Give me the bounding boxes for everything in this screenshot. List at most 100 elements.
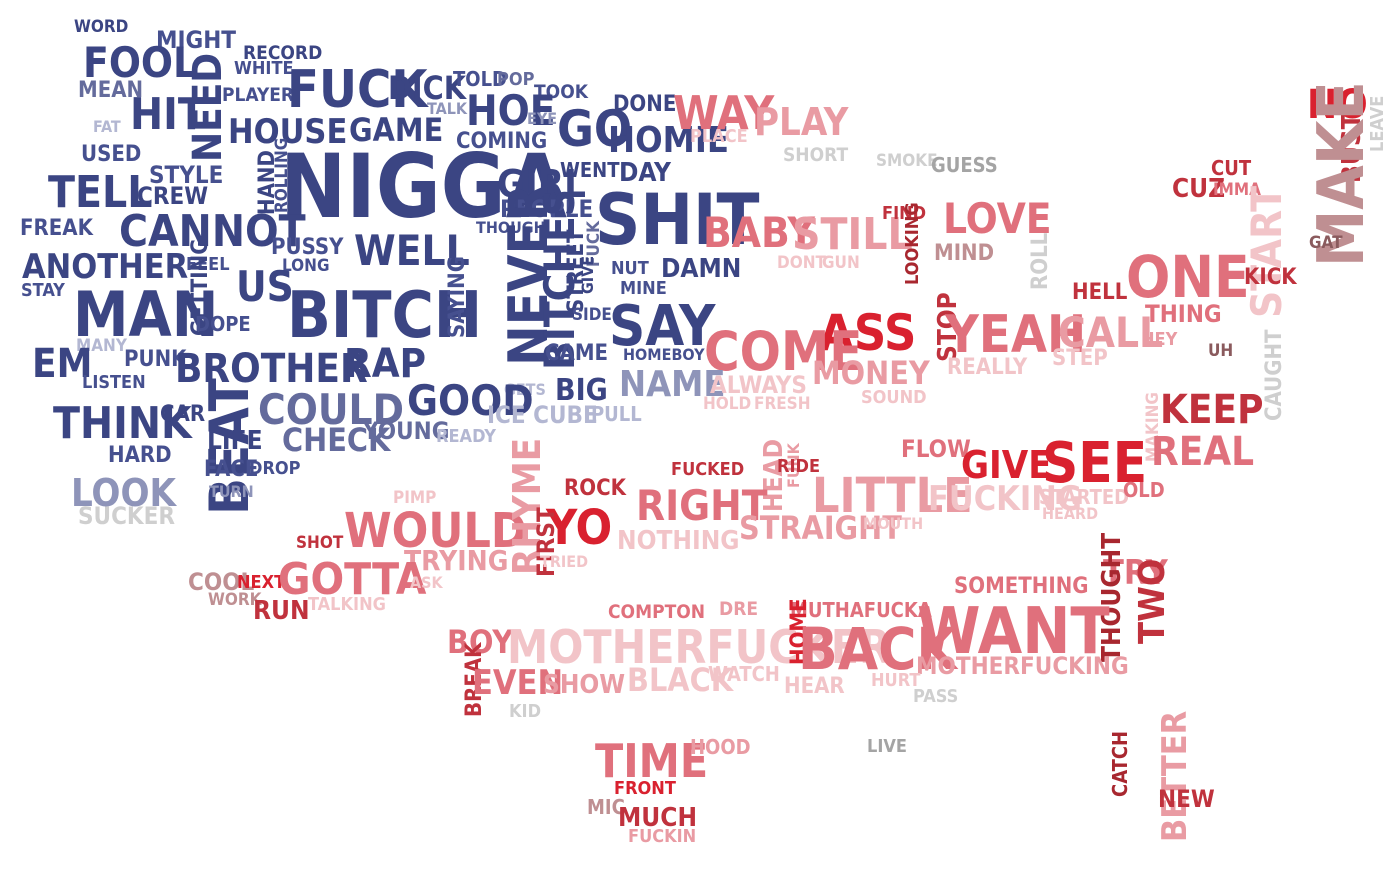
cloud-word-new: NEW [1158, 785, 1215, 813]
cloud-word-game: GAME [349, 111, 444, 149]
cloud-word-hear: HEAR [784, 674, 845, 699]
cloud-word-gets: GETS [504, 380, 546, 399]
cloud-word-always: ALWAYS [710, 371, 807, 399]
cloud-word-kick: KICK [1244, 265, 1297, 290]
cloud-word-another: ANOTHER [22, 247, 189, 287]
cloud-word-coming: COMING [456, 129, 548, 154]
cloud-word-took: TOOK [534, 81, 588, 103]
cloud-word-back: BACK [798, 615, 957, 683]
cloud-word-fuck: FUCK [287, 60, 428, 120]
cloud-word-man: MAN [73, 278, 219, 351]
cloud-word-still: STILL [792, 209, 913, 260]
cloud-word-used: USED [81, 142, 142, 167]
cloud-word-say: SAY [609, 294, 716, 359]
cloud-word-think: THINK [53, 398, 192, 449]
cloud-word-sucker: SUCKER [78, 502, 176, 530]
cloud-word-well: WELL [354, 226, 470, 275]
cloud-word-short: SHORT [783, 144, 849, 166]
cloud-word-homie: HOMIE [608, 120, 730, 161]
cloud-word-ice-cube: ICE CUBE [487, 401, 598, 429]
cloud-word-run: RUN [253, 596, 310, 626]
cloud-word-turn: TURN [209, 482, 254, 501]
cloud-word-saying: SAYING [445, 256, 470, 338]
cloud-word-pull: PULL [591, 402, 642, 426]
cloud-word-call: CALL [1058, 308, 1164, 357]
cloud-word-really: REALLY [947, 355, 1028, 380]
cloud-word-show: SHOW [543, 670, 626, 700]
cloud-word-imma: IMMA [1213, 180, 1261, 200]
cloud-word-hurt: HURT [871, 670, 921, 691]
cloud-word-live: LIVE [867, 736, 907, 757]
cloud-word-dope: DOPE [195, 312, 251, 336]
cloud-word-young: YOUNG [363, 417, 450, 445]
cloud-word-crew: CREW [137, 182, 209, 210]
cloud-word-try: TRY [1103, 553, 1168, 593]
cloud-word-much: MUCH [618, 803, 698, 833]
cloud-word-pop: POP [497, 69, 535, 90]
cloud-word-pass: PASS [913, 686, 959, 707]
cloud-word-cool: COOL [188, 568, 255, 596]
cloud-word-mouth: MOUTH [863, 514, 924, 533]
cloud-word-little: LITTLE [812, 468, 973, 524]
cloud-word-next: NEXT [237, 572, 286, 593]
cloud-word-fucking: FUCKING [928, 479, 1082, 519]
cloud-word-old: OLD [1123, 478, 1165, 502]
cloud-word-eye: EYE [527, 109, 558, 128]
cloud-word-em: EM [32, 341, 93, 387]
cloud-word-come: COME [704, 320, 863, 383]
cloud-word-kid: KID [509, 701, 542, 722]
cloud-word-gun: GUN [822, 253, 860, 273]
cloud-word-yeah: YEAH [945, 305, 1087, 365]
cloud-word-looking: LOOKING [902, 202, 923, 285]
cloud-word-heard: HEARD [1042, 504, 1099, 523]
cloud-word-would: WOULD [344, 503, 527, 559]
cloud-word-straight: STRAIGHT [739, 509, 902, 547]
cloud-word-mean: MEAN [78, 78, 144, 103]
cloud-word-talk: TALK [427, 99, 468, 118]
cloud-word-right: RIGHT [636, 481, 768, 530]
cloud-word-hey: HEY [1141, 329, 1178, 350]
cloud-word-player: PLAYER [222, 84, 295, 106]
cloud-word-see: SEE [1042, 431, 1148, 496]
cloud-word-work: WORK [208, 590, 262, 610]
cloud-word-ass: ASS [819, 304, 917, 362]
cloud-word-find: FIND [882, 203, 927, 224]
cloud-word-gat: GAT [1309, 233, 1343, 253]
cloud-word-cuz: CUZ [1172, 174, 1226, 204]
cloud-word-nigga: NIGGA [280, 135, 567, 238]
cloud-word-told: TOLD [453, 67, 507, 91]
cloud-word-look: LOOK [71, 471, 177, 515]
cloud-word-fool: FOOL [83, 38, 198, 87]
cloud-word-roll: ROLL [1028, 232, 1053, 290]
cloud-word-uh: UH [1208, 341, 1234, 361]
cloud-word-freak: FREAK [20, 216, 93, 241]
cloud-word-compton: COMPTON [608, 601, 706, 623]
cloud-word-day: DAY [619, 158, 671, 188]
cloud-word-feel: FEEL [186, 254, 230, 275]
cloud-word-might: MIGHT [156, 26, 237, 54]
cloud-word-punk: PUNK [124, 347, 187, 372]
cloud-word-talking: TALKING [308, 594, 386, 615]
cloud-word-life: LIFE [207, 426, 263, 456]
cloud-word-ask: ASK [410, 573, 443, 592]
cloud-word-girl: GIRL [497, 162, 586, 206]
cloud-word-one: ONE [1126, 243, 1250, 311]
cloud-word-watch: WATCH [708, 662, 780, 686]
cloud-word-came: CAME [545, 341, 609, 366]
cloud-word-rap: RAP [344, 341, 426, 387]
cloud-word-hard: HARD [108, 443, 172, 468]
cloud-word-go: GO [557, 100, 633, 158]
cloud-word-cut: CUT [1211, 156, 1252, 180]
cloud-word-us: US [236, 262, 294, 311]
cloud-word-though: THOUGH [476, 218, 546, 237]
cloud-word-shot: SHOT [296, 533, 344, 553]
cloud-word-boy: BOY [447, 623, 514, 661]
cloud-word-no: NO [1307, 82, 1368, 128]
cloud-word-done: DONE [613, 92, 677, 117]
cloud-word-gotta: GOTTA [278, 554, 427, 605]
cloud-word-good: GOOD [407, 376, 534, 425]
cloud-word-record: RECORD [243, 42, 323, 64]
cloud-word-need: NEED [185, 52, 231, 162]
cloud-word-dre: DRE [719, 598, 759, 620]
